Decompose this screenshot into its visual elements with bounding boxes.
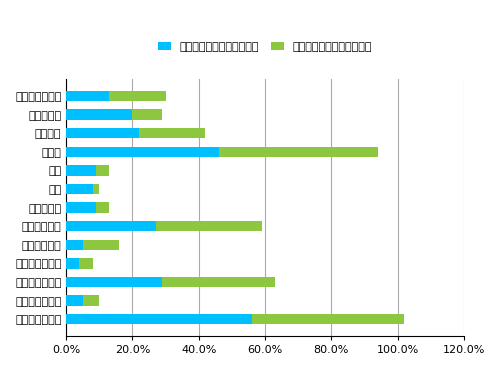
Legend: 日本を訪れたことがある人, 日本を訪れたことがない人: 日本を訪れたことがある人, 日本を訪れたことがない人 [154, 38, 376, 56]
Bar [110, 91, 166, 101]
Bar [66, 240, 83, 250]
Bar [66, 165, 96, 175]
Bar [156, 221, 262, 231]
Bar [83, 296, 100, 306]
Bar [66, 258, 80, 269]
Bar [66, 314, 252, 324]
Bar [83, 240, 119, 250]
Bar [252, 314, 404, 324]
Bar [96, 202, 110, 213]
Bar [66, 296, 83, 306]
Bar [132, 110, 162, 120]
Bar [92, 184, 100, 194]
Bar [66, 110, 132, 120]
Bar [66, 184, 92, 194]
Bar [96, 165, 110, 175]
Bar [66, 147, 218, 157]
Bar [66, 221, 156, 231]
Bar [80, 258, 92, 269]
Bar [139, 128, 205, 138]
Bar [162, 277, 275, 287]
Bar [218, 147, 378, 157]
Bar [66, 128, 139, 138]
Bar [66, 277, 162, 287]
Bar [66, 202, 96, 213]
Bar [66, 91, 110, 101]
